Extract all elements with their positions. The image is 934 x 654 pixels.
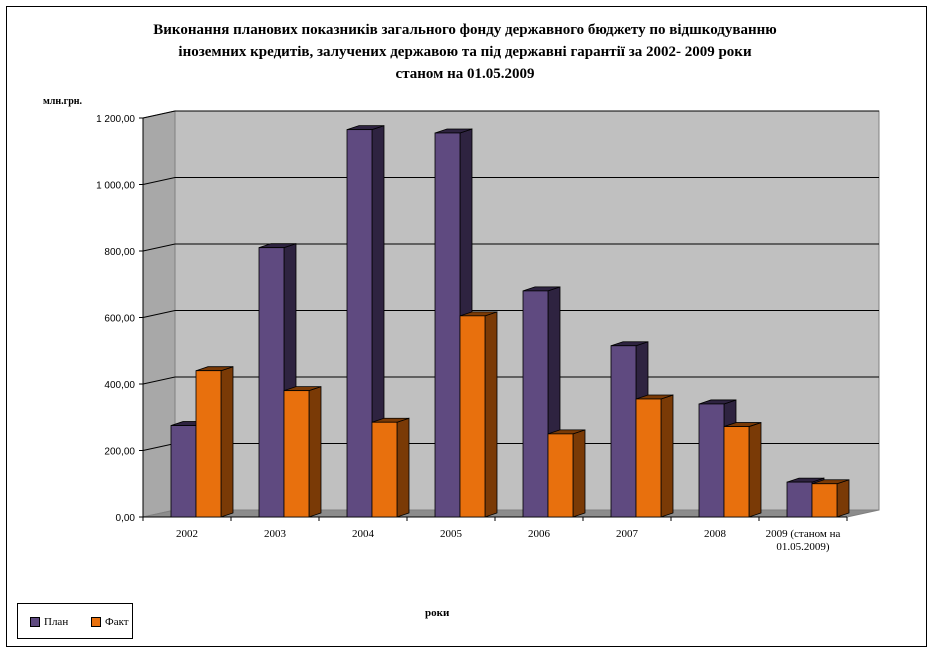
x-tick-label: 2006 — [528, 528, 551, 540]
bar-fact-2004 — [371, 417, 410, 518]
bar-side — [572, 429, 586, 518]
y-axis-label: млн.грн. — [43, 96, 83, 107]
bar-side — [308, 386, 322, 518]
x-axis-label: роки — [425, 607, 450, 619]
y-tick-label: 1 000,00 — [96, 181, 135, 192]
bar-side — [660, 394, 674, 518]
bar-front — [610, 345, 637, 518]
bar-front — [195, 370, 222, 518]
x-tick-label: 2004 — [352, 528, 375, 540]
gridline — [142, 310, 879, 318]
chart-title-line-3: станом на 01.05.2009 — [395, 66, 535, 82]
legend: План Факт — [17, 603, 133, 639]
legend-swatch-plan — [30, 617, 40, 627]
bar-front — [459, 315, 486, 518]
bar-fact-2006 — [547, 429, 586, 518]
bar-front — [723, 426, 750, 518]
gridline — [142, 110, 879, 119]
chart-title-line-1: Виконання планових показників загального… — [153, 22, 777, 38]
bar-front — [371, 421, 398, 518]
bar-front — [346, 129, 373, 518]
bar-front — [811, 483, 838, 518]
bar-front — [522, 290, 549, 518]
legend-label-plan: План — [44, 616, 69, 628]
bar-side — [836, 479, 850, 518]
bar-front — [547, 433, 574, 518]
y-tick-label: 1 200,00 — [96, 114, 135, 125]
bar-front — [283, 390, 310, 518]
bar-fact-2002 — [195, 366, 234, 518]
bar-side — [748, 422, 762, 518]
x-tick-label: 2002 — [176, 528, 198, 540]
bar-front — [170, 425, 197, 518]
bar-front — [786, 481, 813, 518]
floor — [142, 509, 880, 518]
x-tick-label: 2007 — [616, 528, 639, 540]
y-tick-label: 800,00 — [104, 247, 135, 258]
legend-item-plan: План — [30, 616, 68, 628]
y-tick-label: 200,00 — [104, 447, 135, 458]
bar-front — [434, 132, 461, 518]
bar-fact-2009 — [811, 479, 850, 518]
x-tick-label: 2005 — [440, 528, 463, 540]
bar-side — [396, 417, 410, 518]
bar-fact-2003 — [283, 386, 322, 518]
bar-fact-2005 — [459, 311, 498, 518]
y-tick-label: 600,00 — [104, 314, 135, 325]
bar-fact-2007 — [635, 394, 674, 518]
legend-swatch-fact — [91, 617, 101, 627]
bar-side — [484, 311, 498, 518]
bar-side — [220, 366, 234, 518]
legend-label-fact: Факт — [105, 616, 129, 628]
gridline — [142, 177, 879, 185]
bar-front — [698, 403, 725, 518]
x-tick-label: 2009 (станом на — [766, 528, 841, 540]
y-tick-label: 0,00 — [116, 513, 136, 524]
bar-front — [635, 398, 662, 518]
x-tick-label: 2003 — [264, 528, 287, 540]
legend-item-fact: Факт — [91, 616, 129, 628]
bar-fact-2008 — [723, 422, 762, 518]
chart-title-line-2: іноземних кредитів, залучених державою т… — [178, 44, 752, 60]
x-tick-label: 01.05.2009) — [776, 541, 830, 553]
x-tick-label: 2008 — [704, 528, 727, 540]
y-tick-label: 400,00 — [104, 380, 135, 391]
bar-front — [258, 247, 285, 518]
gridline — [142, 243, 879, 252]
